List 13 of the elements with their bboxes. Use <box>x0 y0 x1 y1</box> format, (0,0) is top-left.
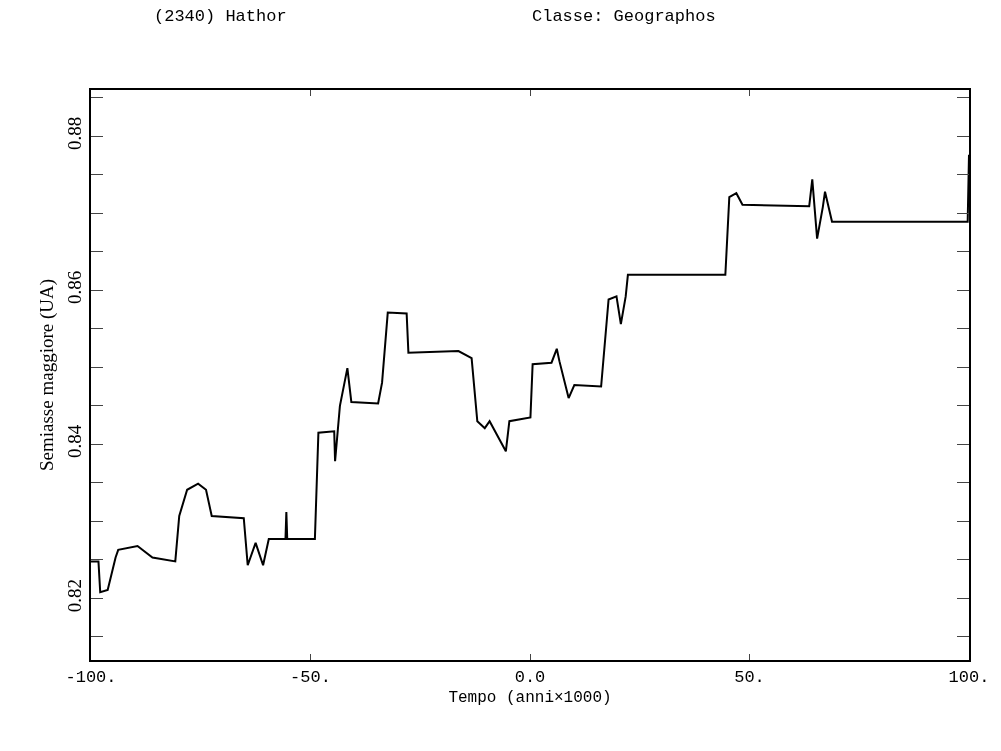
x-tick-label: 50. <box>734 668 765 688</box>
x-tick-label: -50. <box>290 668 331 688</box>
x-tick-label: 0.0 <box>514 668 546 688</box>
x-tick-label: 100. <box>948 668 990 688</box>
y-tick-label: 0.82 <box>64 578 86 613</box>
y-tick-label: 0.86 <box>64 270 86 305</box>
y-tick-label: 0.84 <box>64 424 86 459</box>
y-tick-label: 0.88 <box>64 116 86 150</box>
x-tick-label: -100. <box>65 668 117 688</box>
chart-subtitle: Classe: Geographos <box>532 7 716 26</box>
y-axis-title: Semiasse maggiore (UA) <box>35 278 58 472</box>
x-axis-title: Tempo (anni×1000) <box>448 688 612 707</box>
chart-title: (2340) Hathor <box>154 7 287 26</box>
